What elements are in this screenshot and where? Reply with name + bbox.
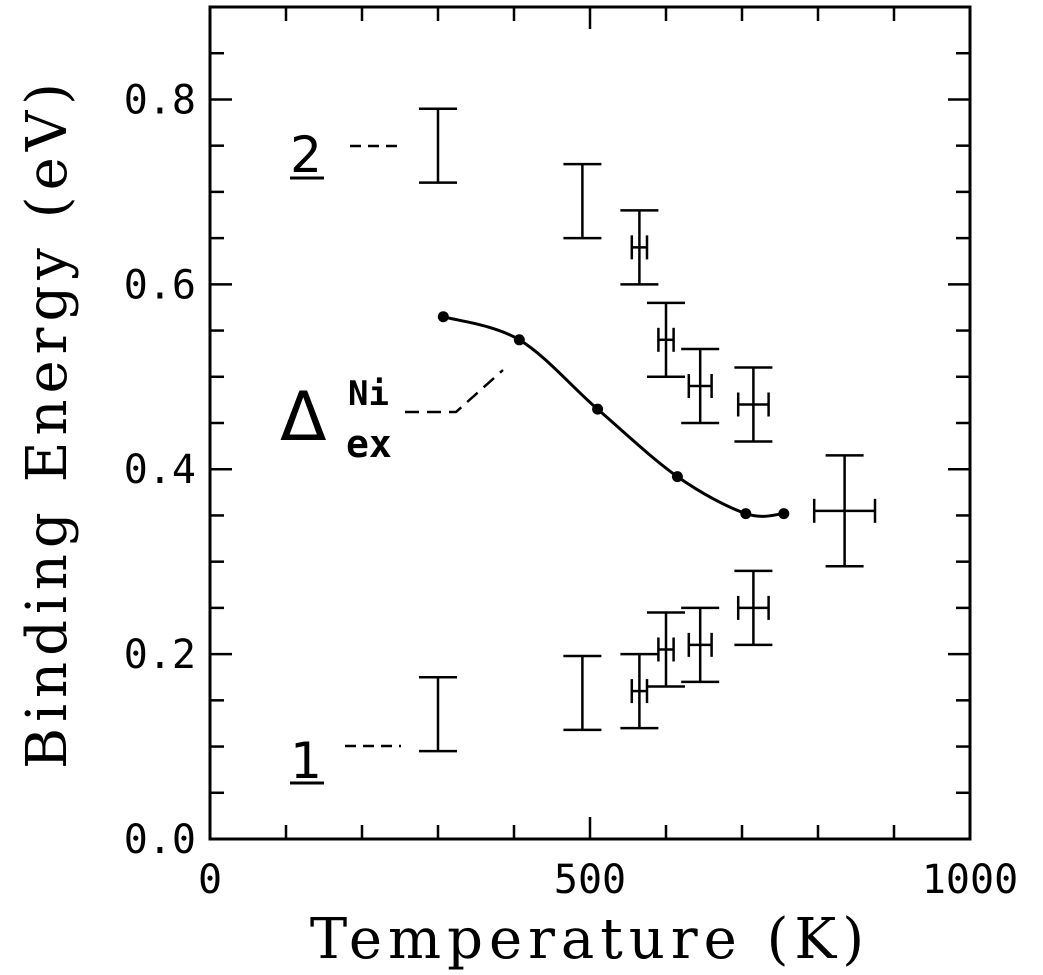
y-tick-label: 0.2 [124,632,196,678]
x-tick-label: 0 [198,857,222,903]
series-2-point [620,209,659,286]
exchange-splitting-point [671,471,683,483]
series-1-point [734,569,773,647]
series-2-label: 2 [290,126,322,184]
chart-marks [419,107,877,753]
y-tick-label: 0.6 [124,262,196,308]
x-axis-title: Temperature (K) [310,907,870,972]
y-tick-label: 0.4 [124,447,196,493]
series-2-point [734,366,773,443]
y-tick-label: 0.8 [124,77,196,123]
x-tick-label: 500 [554,857,626,903]
exchange-splitting-point [740,508,752,520]
delta-subscript: ex [346,422,392,466]
delta-symbol: Δ [280,378,327,457]
series-1-label: 1 [290,732,322,790]
tick-labels: 0 500 1000 0.0 0.2 0.4 0.6 0.8 [124,77,1018,903]
series-2-point [563,162,602,240]
exchange-splitting-point [513,334,525,346]
series-2-point [812,454,877,568]
y-tick-label: 0.0 [124,817,196,863]
series-1-point [563,654,602,732]
series-2-point [681,347,720,425]
series-2-point [419,107,457,184]
x-tick-label: 1000 [922,857,1018,903]
exchange-splitting-point [778,508,790,520]
series-1-point [647,611,685,688]
y-axis-title: Binding Energy (eV) [15,77,80,769]
delta-superscript: Ni [348,374,389,414]
exchange-splitting-curve [442,315,784,518]
exchange-splitting-point [437,311,449,323]
axis-ticks [210,7,970,839]
series-1-point [419,675,457,753]
series-2-point [647,301,685,379]
exchange-splitting-point [592,403,604,415]
series-1-point [620,652,659,730]
delta-leader [405,369,504,414]
series-1-point [681,606,720,684]
